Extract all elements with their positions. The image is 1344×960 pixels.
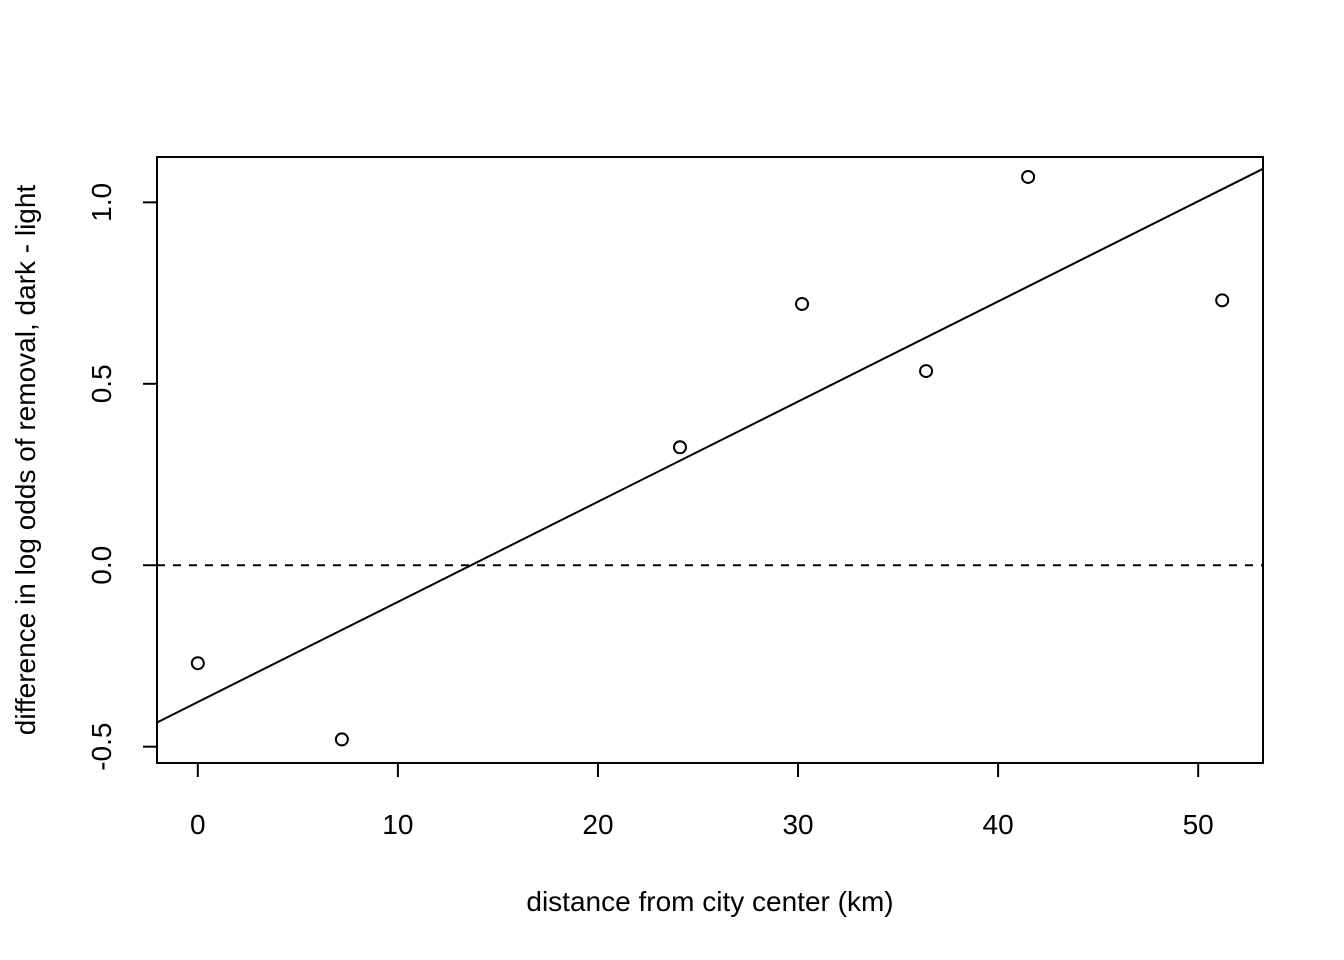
data-point <box>919 364 934 379</box>
y-axis: -0.5 0.0 0.5 1.0 <box>86 183 158 771</box>
data-point <box>190 656 205 671</box>
plot-content <box>156 167 1264 747</box>
x-tick-label: 20 <box>582 809 613 840</box>
data-point <box>1021 169 1036 184</box>
data-point <box>334 732 349 747</box>
x-axis: 0 10 20 30 40 50 <box>190 762 1214 840</box>
y-tick-label: 1.0 <box>86 183 117 222</box>
plot-frame <box>156 156 1264 764</box>
data-point <box>672 440 687 455</box>
x-tick-label: 40 <box>983 809 1014 840</box>
x-axis-label: distance from city center (km) <box>526 886 893 917</box>
data-point <box>1215 293 1230 308</box>
data-point <box>795 296 810 311</box>
x-tick-label: 50 <box>1183 809 1214 840</box>
x-tick-label: 30 <box>782 809 813 840</box>
y-tick-label: -0.5 <box>86 723 117 771</box>
y-axis-label: difference in log odds of removal, dark … <box>10 185 41 736</box>
y-tick-label: 0.0 <box>86 546 117 585</box>
x-tick-label: 10 <box>382 809 413 840</box>
y-tick-label: 0.5 <box>86 364 117 403</box>
x-tick-label: 0 <box>190 809 206 840</box>
regression-line <box>156 167 1264 724</box>
